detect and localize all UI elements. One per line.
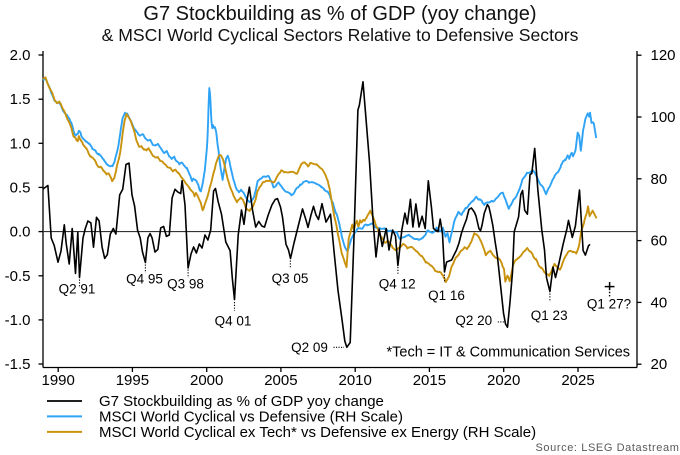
svg-text:2.0: 2.0 <box>10 47 31 64</box>
svg-text:& MSCI World Cyclical Sectors: & MSCI World Cyclical Sectors Relative t… <box>102 25 579 45</box>
svg-text:-1.0: -1.0 <box>5 312 31 329</box>
svg-text:Q3 98: Q3 98 <box>167 277 204 292</box>
svg-text:Q1 23: Q1 23 <box>531 308 568 323</box>
svg-text:-0.5: -0.5 <box>5 268 31 285</box>
svg-text:100: 100 <box>651 109 676 126</box>
svg-text:1990: 1990 <box>42 372 75 389</box>
svg-text:0.5: 0.5 <box>10 179 31 196</box>
svg-text:MSCI World Cyclical ex Tech* v: MSCI World Cyclical ex Tech* vs Defensiv… <box>99 424 536 441</box>
svg-text:60: 60 <box>651 233 668 250</box>
svg-text:*Tech = IT & Communication Ser: *Tech = IT & Communication Services <box>387 345 631 361</box>
svg-text:G7 Stockbuilding as % of GDP (: G7 Stockbuilding as % of GDP (yoy change… <box>143 3 536 25</box>
svg-text:Source: LSEG Datastream: Source: LSEG Datastream <box>535 442 679 454</box>
svg-text:Q3 05: Q3 05 <box>272 271 309 286</box>
svg-text:Q4 01: Q4 01 <box>215 314 252 329</box>
svg-text:2025: 2025 <box>561 372 594 389</box>
svg-text:-1.5: -1.5 <box>5 356 31 373</box>
svg-text:40: 40 <box>651 294 668 311</box>
svg-text:Q2 20: Q2 20 <box>455 313 492 328</box>
svg-text:Q4 12: Q4 12 <box>379 277 416 292</box>
svg-text:1.5: 1.5 <box>10 91 31 108</box>
svg-text:120: 120 <box>651 47 676 64</box>
svg-text:Q4 95: Q4 95 <box>126 272 163 287</box>
svg-text:Q1 16: Q1 16 <box>428 288 465 303</box>
svg-text:G7 Stockbuilding as % of GDP y: G7 Stockbuilding as % of GDP yoy change <box>99 393 384 410</box>
svg-text:0.0: 0.0 <box>10 224 31 241</box>
svg-text:2005: 2005 <box>264 372 297 389</box>
svg-text:2015: 2015 <box>413 372 446 389</box>
svg-text:MSCI World Cyclical vs Defensi: MSCI World Cyclical vs Defensive (RH Sca… <box>99 408 403 425</box>
svg-text:Q2 91: Q2 91 <box>59 282 96 297</box>
svg-text:Q1 27?: Q1 27? <box>587 297 631 312</box>
svg-text:2010: 2010 <box>339 372 372 389</box>
svg-text:Q2 09: Q2 09 <box>291 340 328 355</box>
svg-text:1995: 1995 <box>116 372 149 389</box>
svg-text:1.0: 1.0 <box>10 135 31 152</box>
svg-text:2000: 2000 <box>190 372 223 389</box>
svg-text:80: 80 <box>651 171 668 188</box>
svg-text:2020: 2020 <box>487 372 520 389</box>
svg-text:20: 20 <box>651 356 668 373</box>
